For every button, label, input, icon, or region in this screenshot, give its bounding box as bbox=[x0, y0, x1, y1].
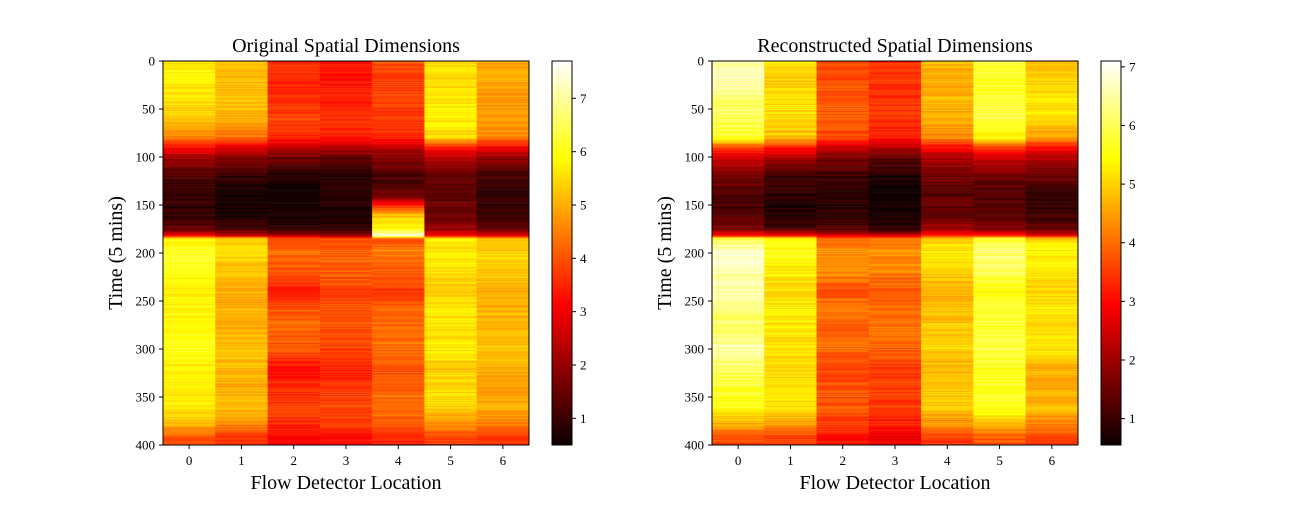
heatmap-column-4 bbox=[921, 61, 974, 445]
x-axis-ticks: 0 1 2 3 4 5 6 bbox=[186, 445, 507, 468]
colorbar-tick-label: 2 bbox=[580, 358, 587, 373]
heatmap-column-5 bbox=[973, 61, 1026, 445]
heatmap-column-3 bbox=[320, 61, 373, 445]
chart-title: Reconstructed Spatial Dimensions bbox=[757, 35, 1033, 57]
x-tick-label: 3 bbox=[343, 453, 350, 468]
heatmap-panel-reconstructed: Reconstructed Spatial Dimensions 0501001… bbox=[654, 35, 1136, 494]
y-tick-label: 50 bbox=[142, 102, 155, 117]
heatmap-column-0 bbox=[163, 61, 216, 445]
heatmap-cells bbox=[712, 61, 1078, 445]
heatmap-column-2 bbox=[268, 61, 321, 445]
x-tick-label: 0 bbox=[186, 453, 193, 468]
y-tick-label: 300 bbox=[136, 342, 156, 357]
colorbar-tick-label: 3 bbox=[580, 304, 587, 319]
colorbar-tick-label: 4 bbox=[580, 251, 587, 266]
colorbar-ticks: 1 2 3 4 5 6 7 bbox=[572, 91, 587, 426]
heatmap-column-4 bbox=[372, 61, 425, 445]
heatmap-column-1 bbox=[215, 61, 268, 445]
heatmap-column-3 bbox=[869, 61, 922, 445]
heatmap-panel-original: Original Spatial Dimensions 050100150200… bbox=[105, 35, 587, 494]
y-tick-label: 150 bbox=[136, 198, 156, 213]
y-tick-label: 200 bbox=[136, 246, 156, 261]
heatmap-column-2 bbox=[817, 61, 870, 445]
x-tick-label: 4 bbox=[395, 453, 402, 468]
heatmap-cells bbox=[163, 61, 529, 445]
chart-title: Original Spatial Dimensions bbox=[232, 35, 460, 57]
y-tick-label: 400 bbox=[136, 438, 156, 453]
x-tick-label: 6 bbox=[500, 453, 507, 468]
heatmap-column-1 bbox=[764, 61, 817, 445]
x-tick-label: 5 bbox=[447, 453, 454, 468]
y-tick-label: 0 bbox=[149, 54, 156, 69]
x-tick-label: 2 bbox=[290, 453, 297, 468]
y-tick-label: 350 bbox=[136, 390, 156, 405]
x-axis-label: Flow Detector Location bbox=[250, 472, 441, 494]
heatmap-column-0 bbox=[712, 61, 765, 445]
colorbar-tick-label: 1 bbox=[580, 411, 587, 426]
y-tick-label: 100 bbox=[136, 150, 156, 165]
y-axis-ticks: 0 50 100 150 200 250 300 350 400 bbox=[136, 54, 164, 453]
colorbar-tick-label: 6 bbox=[580, 144, 587, 159]
heatmap-column-5 bbox=[424, 61, 477, 445]
colorbar-tick-label: 5 bbox=[580, 198, 587, 213]
colorbar bbox=[552, 61, 572, 445]
heatmap-column-6 bbox=[477, 61, 530, 445]
y-axis-label: Time (5 mins) bbox=[105, 196, 127, 310]
y-tick-label: 250 bbox=[136, 294, 156, 309]
x-tick-label: 1 bbox=[238, 453, 245, 468]
colorbar-tick-label: 7 bbox=[580, 91, 587, 106]
